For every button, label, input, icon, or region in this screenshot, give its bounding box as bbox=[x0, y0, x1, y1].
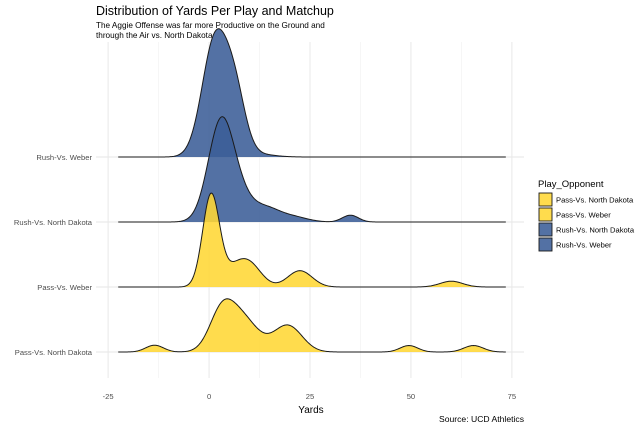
y-tick-label: Rush-Vs. North Dakota bbox=[14, 218, 93, 227]
ridge-outline-rush-vs-north-dakota bbox=[118, 116, 506, 223]
chart-subtitle-line-1: The Aggie Offense was far more Productiv… bbox=[96, 21, 325, 30]
x-tick-label: 75 bbox=[508, 392, 516, 401]
ridge-outline-rush-vs-weber bbox=[118, 28, 506, 158]
ridge-outline-pass-vs-north-dakota bbox=[118, 298, 506, 353]
legend-label: Pass-Vs. North Dakota bbox=[556, 196, 634, 205]
ridges bbox=[118, 28, 506, 353]
legend-title: Play_Opponent bbox=[538, 179, 604, 190]
x-tick-label: 25 bbox=[306, 392, 314, 401]
y-tick-label: Rush-Vs. Weber bbox=[36, 153, 92, 162]
legend-label: Pass-Vs. Weber bbox=[556, 211, 611, 220]
ridge-outline-pass-vs-weber bbox=[118, 192, 506, 288]
x-tick-label: -25 bbox=[103, 392, 114, 401]
legend-swatch bbox=[538, 192, 553, 207]
chart-title: Distribution of Yards Per Play and Match… bbox=[96, 4, 334, 18]
y-axis-labels: Pass-Vs. North Dakota Pass-Vs. Weber Rush-… bbox=[14, 153, 93, 357]
y-tick-label: Pass-Vs. Weber bbox=[37, 283, 92, 292]
legend: Play_Opponent Pass-Vs. North DakotaPass-… bbox=[538, 179, 635, 252]
legend-entries: Pass-Vs. North Dakota Pass-Vs. Weber Rush-… bbox=[538, 192, 635, 252]
chart-subtitle-line-2: through the Air vs. North Dakota bbox=[96, 31, 213, 40]
ridge-area-rush-vs-weber bbox=[118, 28, 506, 157]
x-tick-label: 50 bbox=[407, 392, 415, 401]
ridge-area-pass-vs-north-dakota bbox=[118, 298, 506, 352]
x-tick-label: 0 bbox=[207, 392, 211, 401]
ridge-area-rush-vs-north-dakota bbox=[118, 116, 506, 222]
x-axis-title: Yards bbox=[298, 405, 323, 416]
x-axis-labels: -25 0 25 50 75 bbox=[103, 392, 516, 401]
y-tick-label: Pass-Vs. North Dakota bbox=[15, 348, 93, 357]
ridge-area-pass-vs-weber bbox=[118, 193, 506, 287]
legend-swatch bbox=[538, 207, 553, 222]
chart-caption: Source: UCD Athletics bbox=[439, 414, 524, 424]
legend-label: Rush-Vs. Weber bbox=[556, 241, 612, 250]
legend-swatch bbox=[538, 222, 553, 237]
legend-label: Rush-Vs. North Dakota bbox=[556, 226, 635, 235]
legend-swatch bbox=[538, 237, 553, 252]
